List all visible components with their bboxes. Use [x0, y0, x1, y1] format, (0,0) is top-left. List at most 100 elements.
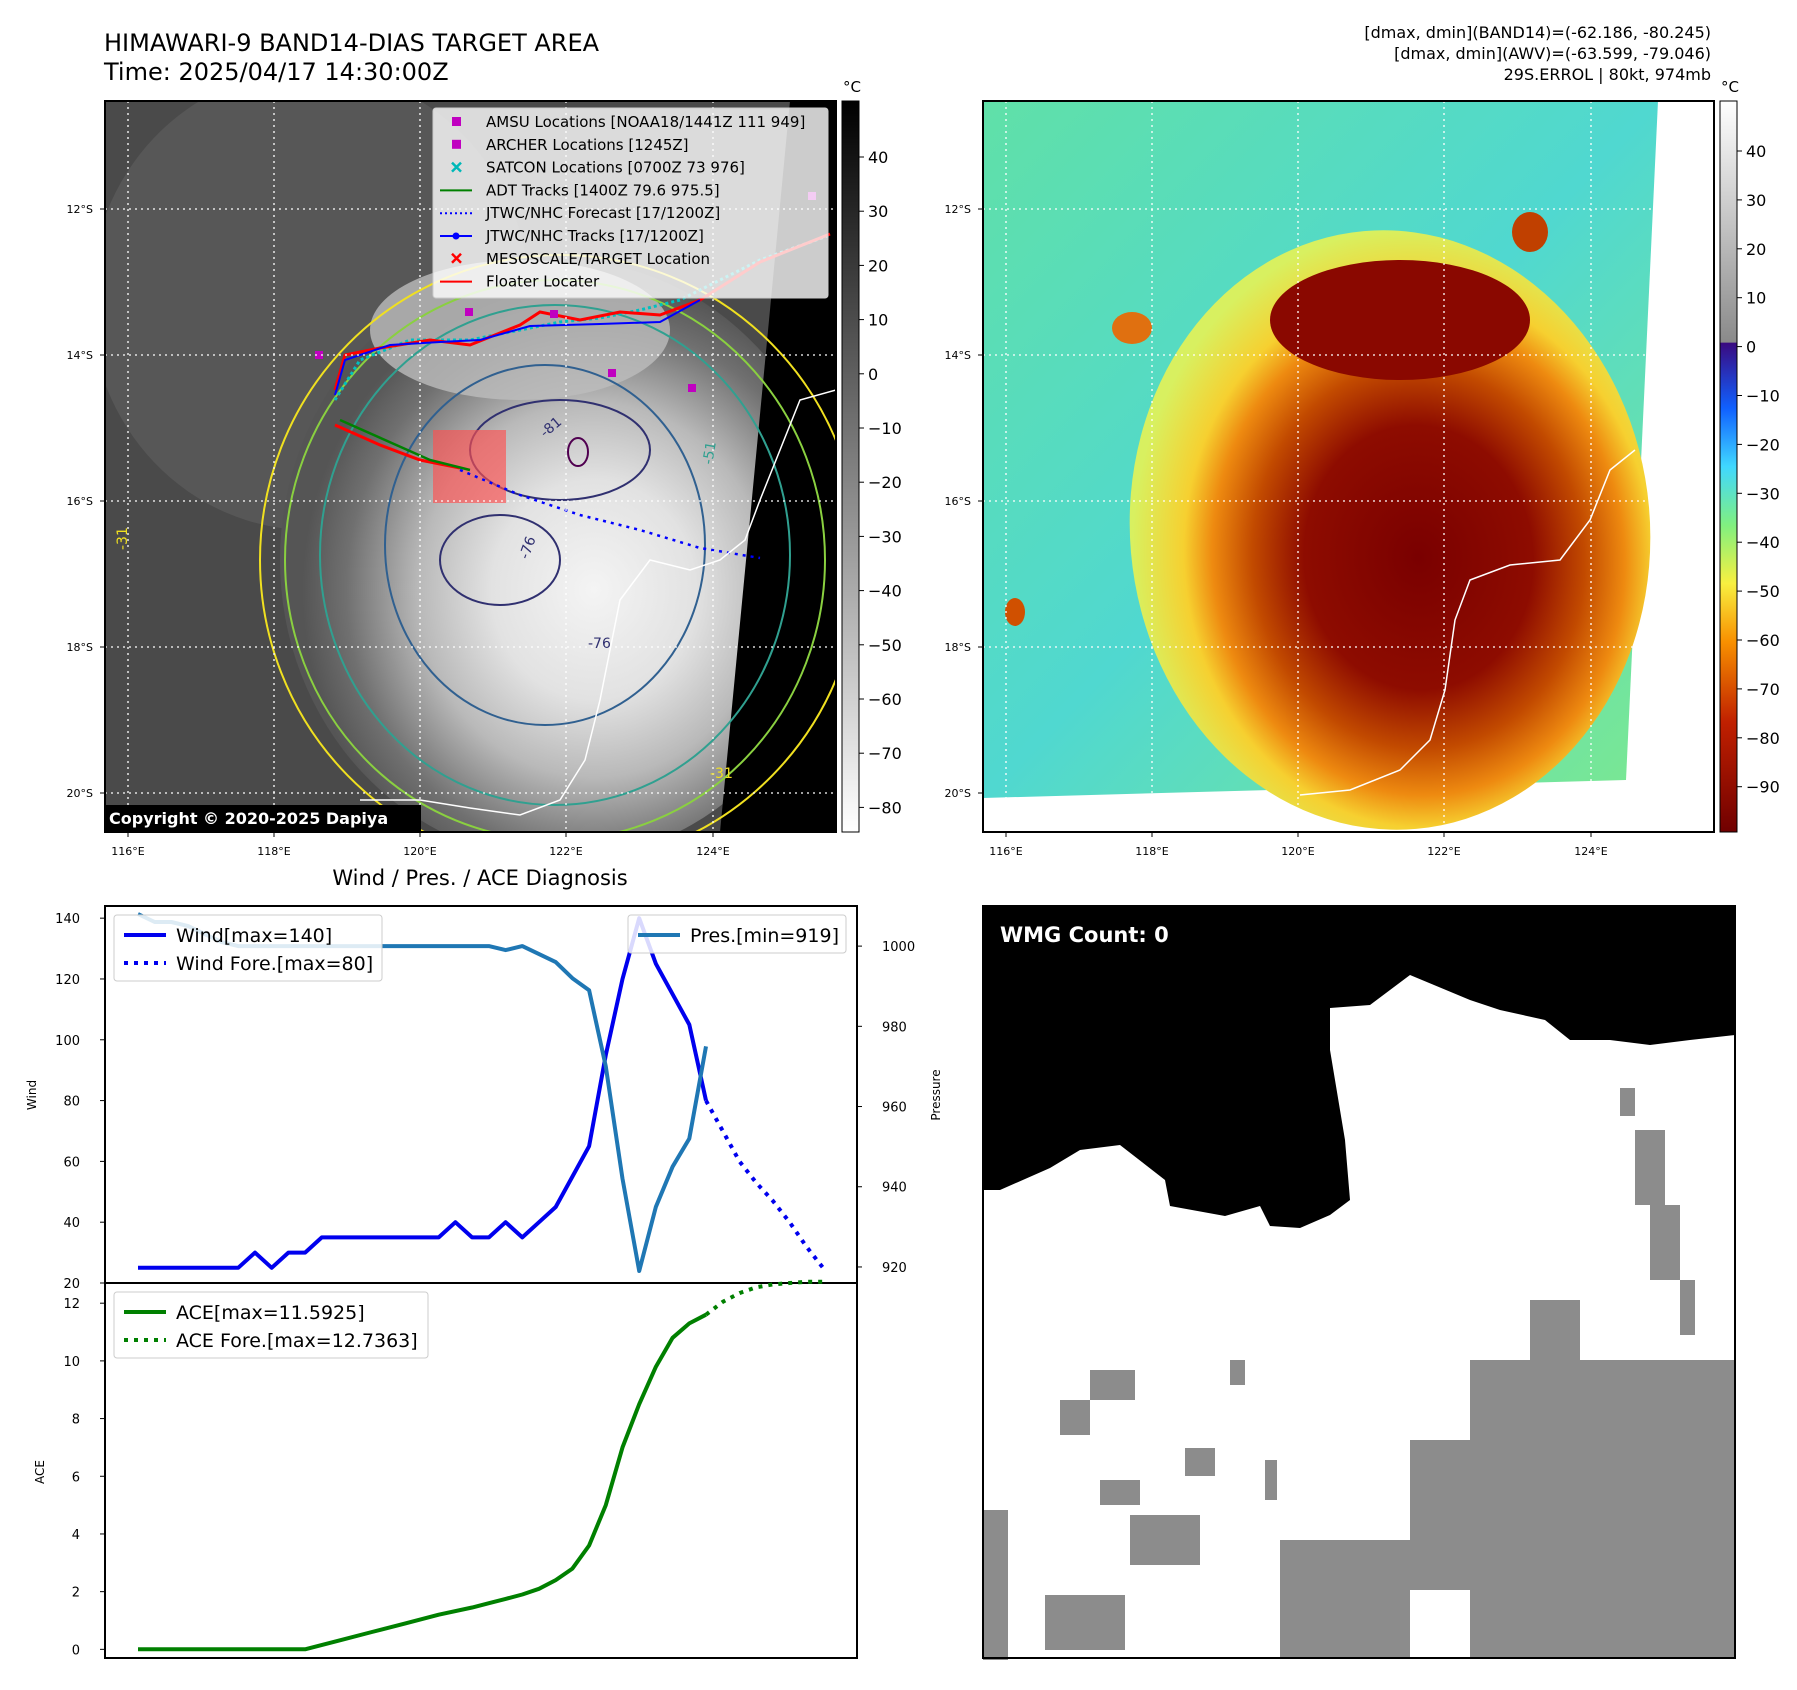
- lat-tick-label: 12°S: [945, 203, 971, 216]
- lat-tick-label: 12°S: [67, 203, 93, 216]
- legend-marker: [452, 139, 461, 149]
- chart-title: Wind / Pres. / ACE Diagnosis: [332, 866, 627, 890]
- colorbar-tick-label: −30: [868, 527, 902, 546]
- y-tick-label: 80: [63, 1095, 80, 1110]
- lat-tick-label: 14°S: [67, 349, 93, 362]
- y-tick-label: 40: [63, 1216, 80, 1231]
- wmg-count-label: WMG Count: 0: [1000, 923, 1169, 947]
- colorbar-tick-label: −80: [868, 798, 902, 817]
- legend-entry: ARCHER Locations [1245Z]: [452, 136, 689, 154]
- y-tick-label: 10: [63, 1355, 80, 1370]
- colorbar-tick-label: −60: [868, 690, 902, 709]
- chart-legend: Wind[max=140] Wind Fore.[max=80]: [113, 914, 383, 982]
- lon-tick-label: 118°E: [1135, 845, 1168, 858]
- contour-label-76b: -76: [588, 636, 611, 652]
- colorbar-tick-label: −80: [1746, 729, 1780, 748]
- series-line: [704, 1099, 825, 1270]
- figure-title: HIMAWARI-9 BAND14-DIAS TARGET AREA: [104, 29, 600, 57]
- lon-tick-label: 116°E: [111, 845, 144, 858]
- lon-tick-label: 120°E: [1281, 845, 1314, 858]
- colorbar-tick-label: −40: [868, 582, 902, 601]
- colorbar-tick-label: 10: [868, 311, 888, 330]
- colorbar-tick-label: −20: [868, 473, 902, 492]
- chart-legend: ACE[max=11.5925] ACE Fore.[max=12.7363]: [113, 1291, 429, 1359]
- legend-entry: MESOSCALE/TARGET Location: [451, 250, 710, 268]
- legend-entry: Floater Locater: [440, 273, 600, 291]
- wmg-panel: WMG Count: 0: [982, 905, 1736, 1660]
- colorbar-tick-label: −10: [868, 419, 902, 438]
- ir-colorbar-unit: °C: [843, 78, 861, 96]
- colorbar-tick-label: −70: [1746, 680, 1780, 699]
- lat-tick-label: 18°S: [945, 641, 971, 654]
- lon-tick-label: 124°E: [696, 845, 729, 858]
- lat-tick-label: 14°S: [945, 349, 971, 362]
- legend-entry: AMSU Locations [NOAA18/1441Z 111 949]: [452, 113, 805, 131]
- y-tick-label: 20: [63, 1277, 80, 1292]
- color-map: [983, 101, 1714, 832]
- legend-label: Wind[max=140]: [176, 925, 332, 947]
- colorbar-tick-label: −50: [1746, 582, 1780, 601]
- legend-marker: [451, 161, 462, 173]
- y-tick-label: 6: [72, 1470, 80, 1485]
- legend-label: ADT Tracks [1400Z 79.6 975.5]: [486, 181, 720, 199]
- ace-axis-label: ACE: [33, 1460, 47, 1484]
- colorbar-tick-label: −20: [1746, 435, 1780, 454]
- contour-label-51: -51: [700, 440, 720, 465]
- colorbar-tick-label: 40: [868, 148, 888, 167]
- y-tick-label: 60: [63, 1155, 80, 1170]
- legend-entry: SATCON Locations [0700Z 73 976]: [451, 159, 745, 177]
- lon-tick-label: 122°E: [1427, 845, 1460, 858]
- legend-entry: JTWC/NHC Forecast [17/1200Z]: [440, 204, 720, 222]
- legend-label: ACE[max=11.5925]: [176, 1302, 365, 1324]
- lon-tick-label: 120°E: [403, 845, 436, 858]
- colorbar-tick-label: 30: [868, 202, 888, 221]
- colorbar-tick-label: 20: [868, 256, 888, 275]
- stats-awv: [dmax, dmin](AWV)=(-63.599, -79.046): [1394, 44, 1711, 63]
- legend-label: JTWC/NHC Tracks [17/1200Z]: [485, 227, 704, 245]
- colorbar-tick-label: −40: [1746, 533, 1780, 552]
- colorbar-tick-label: 40: [1746, 142, 1766, 161]
- legend-label: SATCON Locations [0700Z 73 976]: [486, 159, 745, 177]
- y-tick-label: 4: [72, 1528, 80, 1543]
- lon-tick-label: 122°E: [549, 845, 582, 858]
- ir-legend: AMSU Locations [NOAA18/1441Z 111 949] ARC…: [432, 107, 829, 299]
- y-tick-label: 8: [72, 1413, 80, 1428]
- lon-tick-label: 116°E: [989, 845, 1022, 858]
- chart-legend: Pres.[min=919]: [627, 914, 847, 954]
- colorbar-tick-label: −60: [1746, 631, 1780, 650]
- figure-time: Time: 2025/04/17 14:30:00Z: [103, 58, 449, 86]
- colorbar-tick-label: 0: [868, 365, 878, 384]
- legend-label: Wind Fore.[max=80]: [176, 953, 373, 975]
- legend-label: AMSU Locations [NOAA18/1441Z 111 949]: [486, 113, 805, 131]
- contour-label-31b: -31: [710, 766, 733, 782]
- legend-entry: JTWC/NHC Tracks [17/1200Z]: [440, 227, 704, 245]
- legend-label: Pres.[min=919]: [690, 925, 839, 947]
- y-tick-label: 120: [55, 973, 80, 988]
- legend-label: ACE Fore.[max=12.7363]: [176, 1330, 418, 1352]
- y-right-tick-label: 1000: [882, 940, 915, 955]
- colorbar-tick-label: 20: [1746, 240, 1766, 259]
- pressure-axis-label: Pressure: [929, 1069, 943, 1120]
- legend-label: Floater Locater: [486, 273, 600, 291]
- lat-tick-label: 18°S: [67, 641, 93, 654]
- lat-tick-label: 20°S: [67, 787, 93, 800]
- colorbar-tick-label: 30: [1746, 191, 1766, 210]
- y-tick-label: 0: [72, 1643, 80, 1658]
- colorbar-tick-label: −50: [868, 636, 902, 655]
- wind-axis-label: Wind: [25, 1080, 39, 1110]
- legend-label: JTWC/NHC Forecast [17/1200Z]: [485, 204, 720, 222]
- y-tick-label: 100: [55, 1034, 80, 1049]
- lat-tick-label: 16°S: [945, 495, 971, 508]
- contour-label-76a: -76: [517, 534, 540, 561]
- lon-tick-label: 124°E: [1574, 845, 1607, 858]
- lat-tick-label: 16°S: [67, 495, 93, 508]
- colorbar-tick-label: −70: [868, 744, 902, 763]
- legend-marker: [452, 117, 461, 126]
- y-right-tick-label: 920: [882, 1261, 907, 1276]
- legend-label: MESOSCALE/TARGET Location: [486, 250, 710, 268]
- y-right-tick-label: 960: [882, 1101, 907, 1116]
- y-right-tick-label: 940: [882, 1181, 907, 1196]
- lat-tick-label: 20°S: [945, 787, 971, 800]
- legend-marker: [451, 252, 462, 264]
